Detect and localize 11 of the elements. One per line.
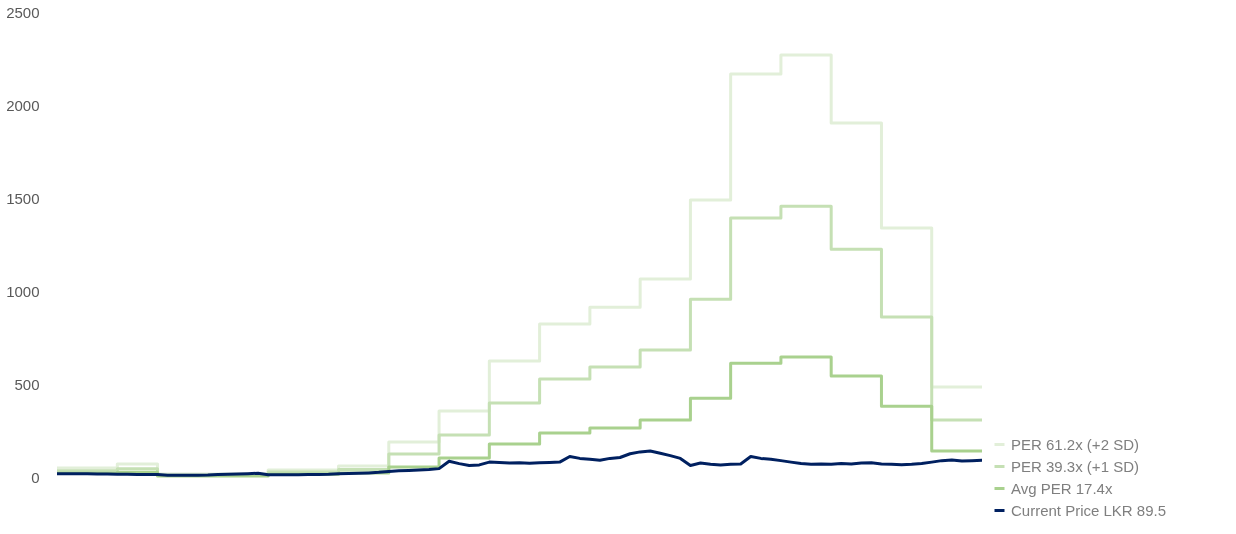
y-tick-label: 2000 [6, 96, 40, 114]
legend-label: Current Price LKR 89.5 [1011, 501, 1167, 519]
y-tick-label: 2500 [6, 3, 40, 21]
legend-label: PER 39.3x (+1 SD) [1011, 457, 1139, 475]
y-tick-label: 1000 [6, 282, 40, 300]
y-tick-label: 0 [31, 468, 40, 486]
y-tick-label: 500 [14, 375, 40, 393]
y-tick-label: 1500 [6, 189, 40, 207]
legend-label: Avg PER 17.4x [1011, 479, 1113, 497]
legend-label: PER 61.2x (+2 SD) [1011, 435, 1139, 453]
line-series [55, 449, 984, 477]
